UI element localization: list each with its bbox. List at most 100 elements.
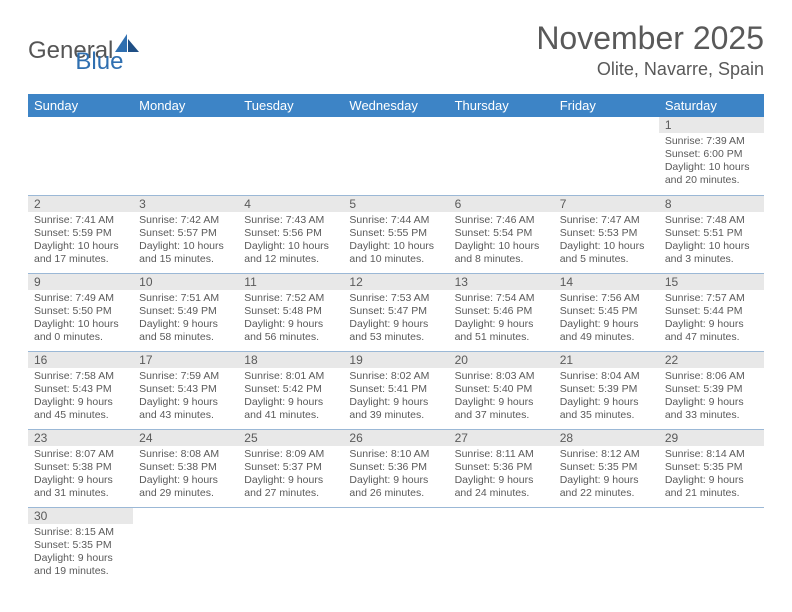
detail-line: and 47 minutes.	[665, 331, 758, 344]
detail-line: Sunset: 5:56 PM	[244, 227, 337, 240]
detail-line: Sunset: 5:38 PM	[34, 461, 127, 474]
day-number: 21	[554, 352, 659, 368]
day-details: Sunrise: 7:49 AMSunset: 5:50 PMDaylight:…	[28, 290, 133, 349]
page-header: General Blue November 2025 Olite, Navarr…	[28, 20, 764, 80]
detail-line: Daylight: 9 hours	[34, 474, 127, 487]
day-number: 13	[449, 274, 554, 290]
day-header: Friday	[554, 94, 659, 117]
detail-line: Sunrise: 8:06 AM	[665, 370, 758, 383]
detail-line: Sunrise: 8:03 AM	[455, 370, 548, 383]
detail-line: Daylight: 9 hours	[349, 318, 442, 331]
day-details: Sunrise: 7:47 AMSunset: 5:53 PMDaylight:…	[554, 212, 659, 271]
detail-line: and 37 minutes.	[455, 409, 548, 422]
detail-line: Sunset: 5:43 PM	[34, 383, 127, 396]
calendar-cell	[659, 507, 764, 585]
day-details: Sunrise: 8:10 AMSunset: 5:36 PMDaylight:…	[343, 446, 448, 505]
calendar-cell: 7Sunrise: 7:47 AMSunset: 5:53 PMDaylight…	[554, 195, 659, 273]
detail-line: Sunset: 5:46 PM	[455, 305, 548, 318]
day-number: 8	[659, 196, 764, 212]
calendar-cell: 14Sunrise: 7:56 AMSunset: 5:45 PMDayligh…	[554, 273, 659, 351]
detail-line: Sunset: 5:57 PM	[139, 227, 232, 240]
calendar-cell: 22Sunrise: 8:06 AMSunset: 5:39 PMDayligh…	[659, 351, 764, 429]
detail-line: Sunset: 5:35 PM	[560, 461, 653, 474]
day-number: 23	[28, 430, 133, 446]
detail-line: Sunrise: 8:11 AM	[455, 448, 548, 461]
calendar-cell: 18Sunrise: 8:01 AMSunset: 5:42 PMDayligh…	[238, 351, 343, 429]
calendar-cell: 16Sunrise: 7:58 AMSunset: 5:43 PMDayligh…	[28, 351, 133, 429]
detail-line: and 10 minutes.	[349, 253, 442, 266]
day-header: Saturday	[659, 94, 764, 117]
calendar-cell: 8Sunrise: 7:48 AMSunset: 5:51 PMDaylight…	[659, 195, 764, 273]
detail-line: and 27 minutes.	[244, 487, 337, 500]
detail-line: Sunrise: 8:08 AM	[139, 448, 232, 461]
detail-line: Sunrise: 8:02 AM	[349, 370, 442, 383]
day-header: Thursday	[449, 94, 554, 117]
detail-line: Sunset: 5:47 PM	[349, 305, 442, 318]
detail-line: and 49 minutes.	[560, 331, 653, 344]
day-details: Sunrise: 8:12 AMSunset: 5:35 PMDaylight:…	[554, 446, 659, 505]
detail-line: Sunset: 5:36 PM	[455, 461, 548, 474]
day-number: 9	[28, 274, 133, 290]
calendar-week-row: 23Sunrise: 8:07 AMSunset: 5:38 PMDayligh…	[28, 429, 764, 507]
detail-line: and 3 minutes.	[665, 253, 758, 266]
detail-line: Sunset: 5:49 PM	[139, 305, 232, 318]
day-details: Sunrise: 7:58 AMSunset: 5:43 PMDaylight:…	[28, 368, 133, 427]
calendar-cell	[238, 117, 343, 195]
calendar-cell: 2Sunrise: 7:41 AMSunset: 5:59 PMDaylight…	[28, 195, 133, 273]
day-number: 16	[28, 352, 133, 368]
detail-line: Daylight: 10 hours	[665, 240, 758, 253]
detail-line: Sunset: 5:48 PM	[244, 305, 337, 318]
day-details: Sunrise: 8:15 AMSunset: 5:35 PMDaylight:…	[28, 524, 133, 583]
calendar-cell: 21Sunrise: 8:04 AMSunset: 5:39 PMDayligh…	[554, 351, 659, 429]
day-number: 12	[343, 274, 448, 290]
calendar-cell	[133, 507, 238, 585]
detail-line: Sunrise: 8:01 AM	[244, 370, 337, 383]
detail-line: Sunrise: 8:09 AM	[244, 448, 337, 461]
day-details: Sunrise: 8:11 AMSunset: 5:36 PMDaylight:…	[449, 446, 554, 505]
logo-text-blue: Blue	[75, 48, 123, 76]
detail-line: Sunset: 5:39 PM	[560, 383, 653, 396]
detail-line: and 19 minutes.	[34, 565, 127, 578]
detail-line: Daylight: 9 hours	[560, 474, 653, 487]
day-details: Sunrise: 7:39 AMSunset: 6:00 PMDaylight:…	[659, 133, 764, 192]
calendar-cell: 6Sunrise: 7:46 AMSunset: 5:54 PMDaylight…	[449, 195, 554, 273]
detail-line: Sunset: 5:35 PM	[34, 539, 127, 552]
detail-line: Daylight: 10 hours	[455, 240, 548, 253]
day-header-row: Sunday Monday Tuesday Wednesday Thursday…	[28, 94, 764, 117]
detail-line: Sunset: 5:59 PM	[34, 227, 127, 240]
detail-line: Sunrise: 7:52 AM	[244, 292, 337, 305]
detail-line: and 21 minutes.	[665, 487, 758, 500]
detail-line: Sunrise: 7:39 AM	[665, 135, 758, 148]
detail-line: and 8 minutes.	[455, 253, 548, 266]
calendar-cell: 9Sunrise: 7:49 AMSunset: 5:50 PMDaylight…	[28, 273, 133, 351]
detail-line: Daylight: 10 hours	[34, 318, 127, 331]
calendar-table: Sunday Monday Tuesday Wednesday Thursday…	[28, 94, 764, 585]
calendar-cell	[343, 507, 448, 585]
detail-line: and 53 minutes.	[349, 331, 442, 344]
day-number: 20	[449, 352, 554, 368]
detail-line: Sunset: 5:53 PM	[560, 227, 653, 240]
detail-line: Daylight: 10 hours	[349, 240, 442, 253]
detail-line: and 15 minutes.	[139, 253, 232, 266]
day-details: Sunrise: 8:14 AMSunset: 5:35 PMDaylight:…	[659, 446, 764, 505]
calendar-cell: 5Sunrise: 7:44 AMSunset: 5:55 PMDaylight…	[343, 195, 448, 273]
detail-line: and 29 minutes.	[139, 487, 232, 500]
day-details: Sunrise: 8:06 AMSunset: 5:39 PMDaylight:…	[659, 368, 764, 427]
detail-line: Sunrise: 7:51 AM	[139, 292, 232, 305]
calendar-cell	[554, 507, 659, 585]
day-number: 2	[28, 196, 133, 212]
calendar-cell	[133, 117, 238, 195]
detail-line: Sunset: 5:35 PM	[665, 461, 758, 474]
day-details: Sunrise: 7:41 AMSunset: 5:59 PMDaylight:…	[28, 212, 133, 271]
detail-line: Sunrise: 7:42 AM	[139, 214, 232, 227]
day-details: Sunrise: 7:42 AMSunset: 5:57 PMDaylight:…	[133, 212, 238, 271]
detail-line: Sunset: 5:37 PM	[244, 461, 337, 474]
detail-line: Daylight: 9 hours	[349, 396, 442, 409]
day-number: 15	[659, 274, 764, 290]
detail-line: and 12 minutes.	[244, 253, 337, 266]
detail-line: Daylight: 9 hours	[455, 318, 548, 331]
detail-line: Daylight: 9 hours	[244, 474, 337, 487]
day-number: 22	[659, 352, 764, 368]
day-details: Sunrise: 7:46 AMSunset: 5:54 PMDaylight:…	[449, 212, 554, 271]
detail-line: Sunset: 5:54 PM	[455, 227, 548, 240]
